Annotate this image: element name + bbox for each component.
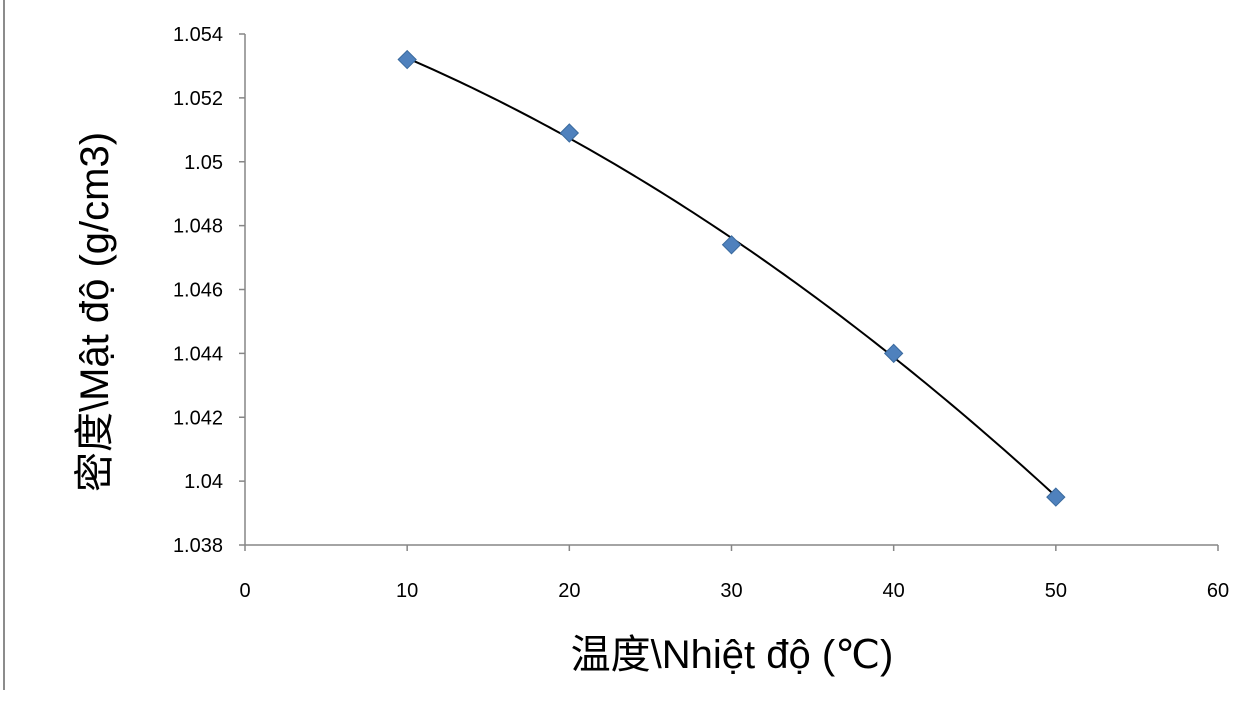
x-tick-label: 40: [883, 580, 905, 602]
x-tick-label: 0: [239, 580, 250, 602]
axes: [239, 33, 1219, 551]
tick-labels: 0 10 20 30 40 50 60 1.038 1.04 1.042 1.044 1.046 1.0…: [173, 24, 1229, 602]
x-tick-label: 20: [558, 580, 580, 602]
x-axis-title: 温度\Nhiệt độ (℃): [571, 633, 894, 677]
x-tick-label: 30: [720, 580, 742, 602]
y-axis-title: 密度\Mật độ (g/cm3): [73, 132, 117, 492]
data-point-marker: [721, 235, 742, 255]
y-tick-label: 1.038: [173, 535, 223, 557]
data-point-marker: [397, 49, 417, 70]
y-tick-label: 1.05: [184, 152, 223, 174]
y-tick-label: 1.04: [184, 471, 223, 493]
y-tick-label: 1.046: [173, 280, 223, 302]
y-tick-label: 1.044: [173, 343, 223, 365]
y-tick-label: 1.048: [173, 216, 223, 238]
x-tick-label: 50: [1045, 580, 1067, 602]
y-tick-label: 1.052: [173, 88, 223, 110]
data-point-marker: [1046, 487, 1066, 507]
data-point-marker: [883, 343, 904, 364]
data-points: [397, 49, 1066, 507]
data-point-marker: [559, 123, 580, 143]
y-tick-label: 1.054: [173, 24, 223, 46]
x-tick-label: 10: [396, 580, 418, 602]
trendline-group: [406, 57, 1057, 498]
trendline: [406, 57, 1057, 498]
y-tick-label: 1.042: [173, 407, 223, 429]
x-tick-label: 60: [1207, 580, 1229, 602]
